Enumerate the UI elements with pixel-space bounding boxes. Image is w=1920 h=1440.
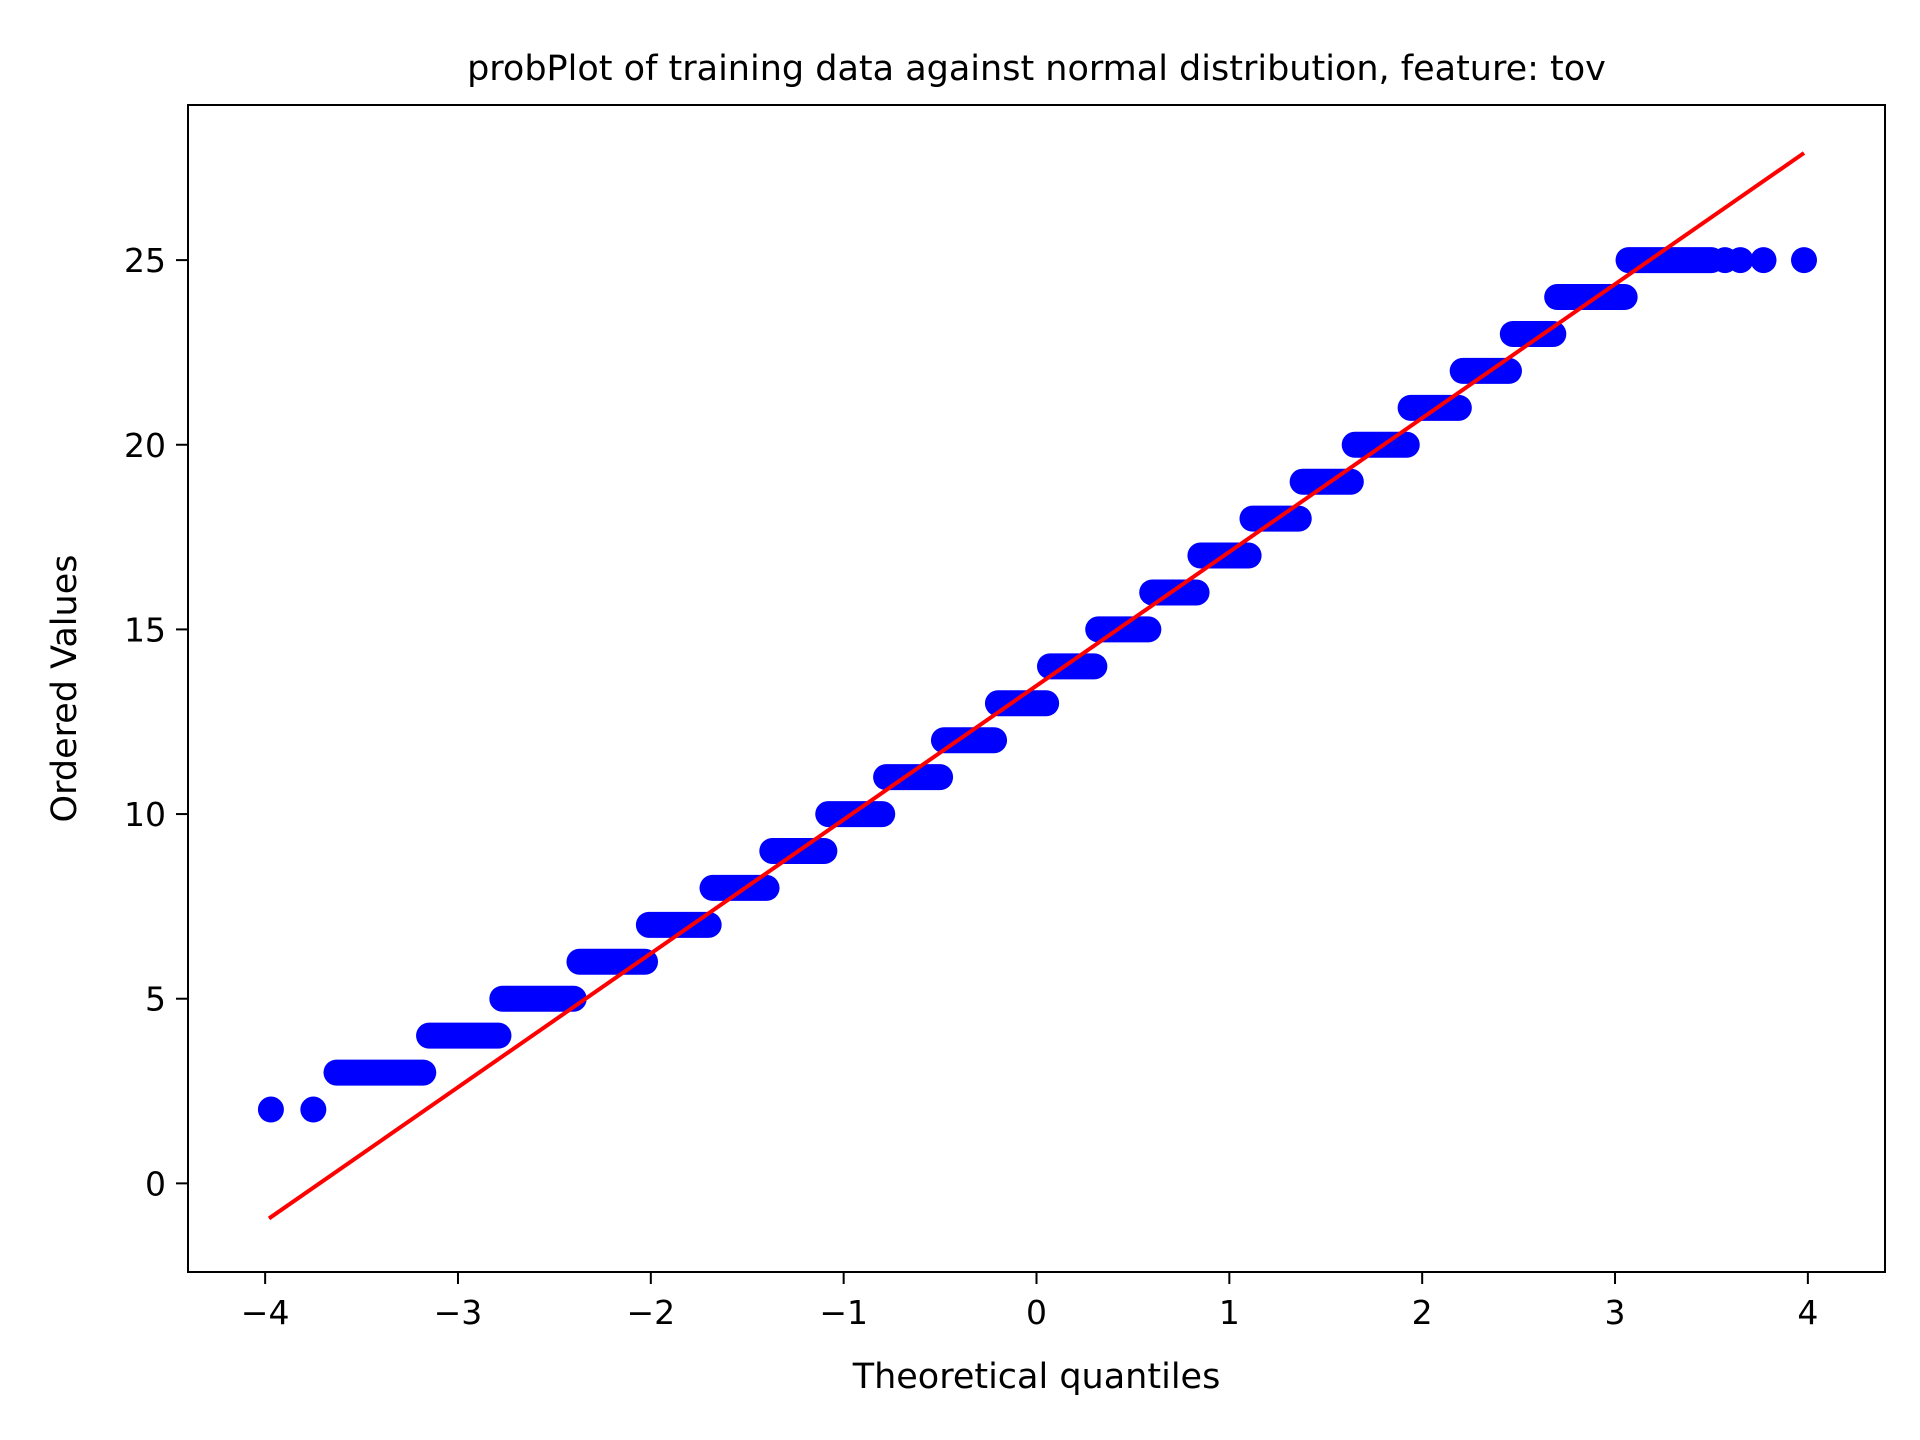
data-point-run: [1085, 616, 1162, 643]
data-point-run: [416, 1022, 512, 1049]
y-tick-label: 15: [124, 610, 166, 649]
data-point-run: [489, 985, 587, 1012]
y-tick-label: 25: [124, 241, 166, 280]
x-tick-label: 1: [1219, 1293, 1240, 1332]
y-tick-label: 0: [145, 1164, 166, 1203]
x-tick-label: −1: [819, 1293, 868, 1332]
data-point-run: [1449, 357, 1522, 384]
data-point-run: [1615, 247, 1725, 274]
x-tick-label: −4: [241, 1293, 290, 1332]
x-tick-label: 2: [1412, 1293, 1433, 1332]
chart-title: probPlot of training data against normal…: [467, 49, 1606, 89]
data-point-run: [1036, 653, 1108, 680]
y-tick-label: 10: [124, 795, 166, 834]
data-point-run: [1544, 284, 1638, 311]
data-point: [1750, 247, 1777, 274]
data-point-run: [1289, 468, 1364, 495]
y-axis-label: Ordered Values: [45, 555, 85, 823]
y-tick-label: 20: [124, 426, 166, 465]
y-tick-label: 5: [145, 980, 166, 1019]
data-point-run: [566, 948, 659, 975]
data-point: [300, 1096, 327, 1123]
data-point-run: [323, 1059, 437, 1086]
x-tick-label: −3: [434, 1293, 483, 1332]
data-point: [1727, 247, 1754, 274]
fit-line: [267, 151, 1806, 1221]
data-point-run: [815, 801, 896, 828]
data-point: [1791, 247, 1818, 274]
data-point-run: [699, 874, 780, 901]
data-point-run: [1139, 579, 1210, 606]
x-axis-ticks: −4 −3 −2 −1 0 1 2 3 4: [241, 1272, 1818, 1332]
x-tick-label: 0: [1026, 1293, 1047, 1332]
x-tick-label: −2: [626, 1293, 675, 1332]
data-point: [257, 1096, 284, 1123]
x-axis-label: Theoretical quantiles: [852, 1357, 1221, 1397]
y-axis-ticks: 0 5 10 15 20 25: [124, 241, 188, 1203]
x-tick-label: 4: [1797, 1293, 1818, 1332]
data-point-run: [873, 764, 954, 791]
plot-area: [257, 151, 1818, 1221]
x-tick-label: 3: [1605, 1293, 1626, 1332]
